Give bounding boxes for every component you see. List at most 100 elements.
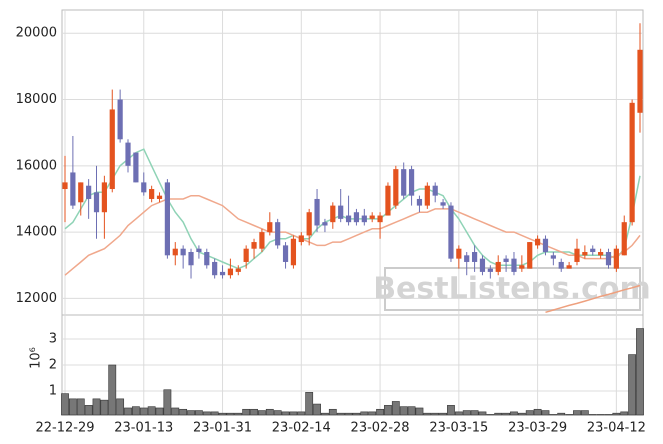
candle-body: [487, 268, 493, 272]
candle-body: [204, 252, 210, 266]
candle-body: [471, 252, 478, 262]
volume-bar: [620, 411, 629, 416]
candle-body: [235, 268, 241, 272]
volume-bar: [218, 412, 227, 416]
candle-body: [156, 195, 163, 199]
candle-body: [582, 252, 588, 256]
volume-bar: [525, 410, 534, 416]
volume-bar: [336, 412, 345, 416]
moving-average-line: [64, 148, 641, 270]
volume-bar: [502, 412, 510, 416]
volume-bar: [596, 414, 605, 416]
candle-body: [227, 268, 234, 276]
candle-body: [503, 258, 509, 262]
volume-bar: [305, 392, 314, 416]
candle-body: [440, 202, 446, 206]
volume-bar: [250, 408, 258, 416]
candle-body: [558, 261, 564, 269]
candle-body: [464, 255, 470, 262]
candle-body: [448, 205, 454, 259]
x-tick-label: 23-04-12: [587, 421, 646, 436]
y-tick-label: 3: [49, 331, 57, 346]
candle-body: [456, 248, 462, 259]
candle-body: [613, 248, 619, 269]
volume-bar: [179, 408, 188, 416]
candle-body: [535, 238, 541, 246]
volume-bar: [116, 398, 125, 416]
candle-body: [267, 222, 273, 233]
y-tick-label: 2: [49, 358, 57, 373]
candle-body: [621, 222, 627, 256]
candle-body: [519, 265, 525, 269]
volume-bar: [226, 412, 235, 416]
y-tick-label: 16000: [16, 158, 57, 173]
candle-body: [345, 215, 352, 223]
candle-body: [369, 215, 375, 219]
volume-bar: [84, 405, 93, 416]
candle-body: [598, 252, 604, 256]
volume-bar: [486, 414, 495, 416]
volume-bar: [588, 414, 597, 416]
candle-body: [338, 205, 344, 219]
volume-bar: [100, 399, 109, 416]
volume-bar: [612, 412, 621, 416]
candle-body: [141, 182, 147, 193]
y-tick-label: 20000: [16, 26, 57, 41]
candle-body: [605, 252, 612, 266]
volume-bar: [273, 410, 282, 416]
volume-bar: [313, 403, 321, 416]
candle-body: [511, 258, 517, 272]
volume-bar: [258, 410, 266, 416]
candle-body: [219, 271, 226, 276]
x-tick-label: 23-03-15: [429, 421, 488, 436]
moving-average-line: [545, 284, 641, 314]
candle-body: [393, 169, 399, 206]
candle-body: [574, 248, 580, 262]
volume-bar: [155, 407, 164, 416]
volume-bar: [265, 408, 274, 416]
candle-body: [212, 261, 218, 276]
volume-bar: [447, 405, 455, 416]
x-tick-label: 22-12-29: [35, 421, 94, 436]
volume-bar: [454, 411, 463, 416]
volume-bar: [494, 412, 503, 416]
volume-axis-label: 10⁶: [29, 347, 44, 369]
candle-body: [353, 212, 360, 223]
volume-bar: [61, 393, 69, 416]
volume-bar: [281, 411, 290, 416]
candle-body: [298, 235, 304, 243]
x-tick-label: 23-01-31: [193, 421, 252, 436]
candle-body: [566, 265, 572, 269]
volume-bar: [297, 411, 306, 416]
volume-bar: [541, 410, 550, 416]
candle-body: [385, 185, 391, 216]
candle-body: [377, 215, 383, 223]
volume-bar: [399, 406, 408, 416]
y-tick-label: 12000: [16, 291, 57, 306]
candle-body: [101, 182, 107, 213]
volume-bar: [163, 389, 172, 416]
volume-bar: [234, 412, 243, 416]
volume-bar: [470, 410, 479, 416]
volume-bar: [415, 407, 424, 416]
candle-body: [637, 49, 643, 113]
candle-body: [188, 252, 194, 266]
x-tick-label: 23-01-13: [114, 421, 173, 436]
candle-body: [314, 198, 320, 226]
candle-body: [590, 248, 596, 253]
volume-bar: [376, 408, 384, 416]
candle-body: [550, 255, 556, 259]
candle-body: [164, 182, 170, 256]
watermark: BestListens.com: [373, 272, 651, 307]
volume-bar: [580, 410, 589, 416]
volume-bar: [344, 412, 353, 416]
x-tick-label: 23-02-28: [351, 421, 410, 436]
x-tick-label: 23-02-14: [272, 421, 331, 436]
candle-body: [629, 102, 635, 223]
candle-body: [361, 215, 367, 223]
candle-body: [290, 238, 297, 266]
candle-body: [172, 248, 178, 256]
volume-bar: [76, 398, 85, 416]
volume-bar: [628, 354, 637, 416]
